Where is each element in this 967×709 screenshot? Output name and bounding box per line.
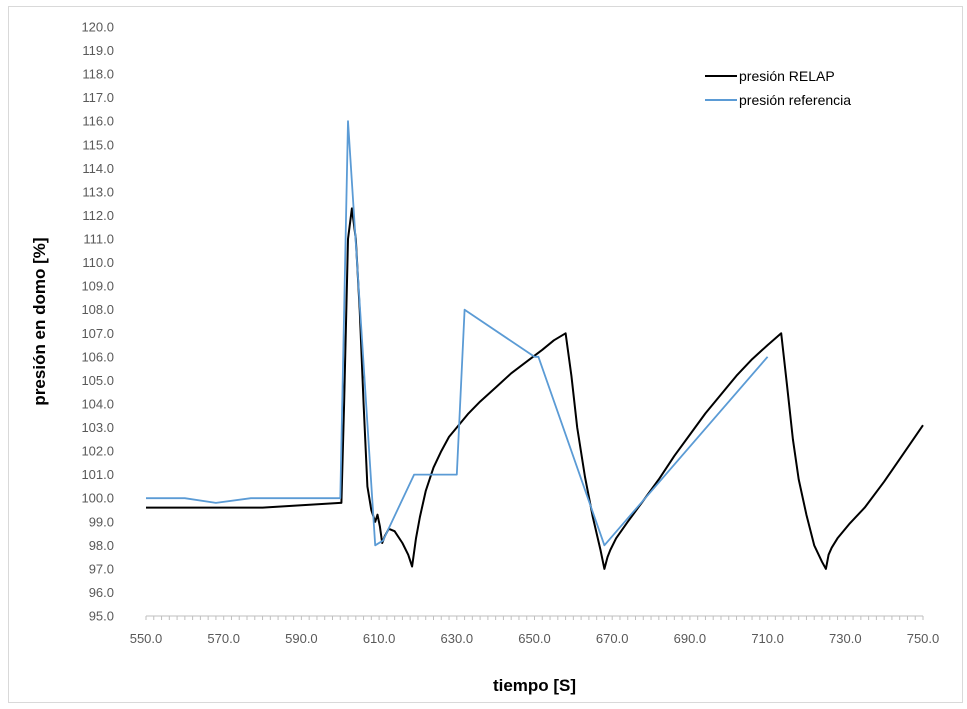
y-tick-label: 98.0 [89,538,114,553]
x-tick-label: 610.0 [363,631,396,646]
y-tick-label: 103.0 [81,420,114,435]
y-tick-label: 113.0 [82,184,114,199]
y-tick-label: 104.0 [81,396,114,411]
y-tick-label: 118.0 [82,67,114,82]
y-tick-label: 107.0 [81,326,114,341]
y-tick-label: 95.0 [89,609,114,624]
y-tick-label: 102.0 [81,444,114,459]
y-tick-label: 112.0 [82,208,114,223]
x-tick-label: 690.0 [674,631,707,646]
y-tick-label: 110.0 [82,255,114,270]
y-tick-label: 116.0 [82,114,114,129]
x-tick-label: 670.0 [596,631,629,646]
y-tick-label: 115.0 [82,137,114,152]
y-tick-label: 120.0 [81,20,114,35]
x-tick-label: 630.0 [441,631,474,646]
legend-label-relap: presión RELAP [739,68,835,84]
series-line-relap [146,207,924,570]
x-tick-label: 550.0 [130,631,163,646]
y-tick-labels: 95.0 96.0 97.0 98.0 99.0 100.0 101.0 102.0 103.0… [81,20,114,624]
series-line-referencia [146,120,769,547]
y-tick-label: 101.0 [81,467,114,482]
y-tick-label: 117.0 [82,90,114,105]
y-axis-title: presión en domo [%] [30,237,49,405]
y-tick-label: 109.0 [81,279,114,294]
x-tick-labels: 550.0 570.0 590.0 610.0 630.0 650.0 670.0 690.0… [130,631,940,646]
y-tick-label: 99.0 [89,514,114,529]
legend-label-referencia: presión referencia [739,92,851,108]
x-tick-label: 730.0 [829,631,862,646]
y-tick-label: 111.0 [83,232,114,247]
x-axis-title: tiempo [S] [493,676,576,695]
x-tick-label: 590.0 [285,631,318,646]
y-tick-label: 97.0 [89,561,114,576]
x-tick-label: 570.0 [207,631,240,646]
y-tick-label: 119.0 [82,43,114,58]
y-tick-label: 108.0 [81,302,114,317]
legend: presión RELAP presión referencia [705,68,851,108]
y-tick-label: 96.0 [89,585,114,600]
x-tick-label: 750.0 [907,631,940,646]
axes [145,615,924,620]
x-tick-label: 650.0 [518,631,551,646]
y-tick-label: 114.0 [82,161,114,176]
chart-frame [8,6,963,703]
y-tick-label: 106.0 [81,349,114,364]
series-lines [146,120,924,570]
x-tick-label: 710.0 [751,631,784,646]
y-tick-label: 100.0 [81,491,114,506]
y-tick-label: 105.0 [81,373,114,388]
